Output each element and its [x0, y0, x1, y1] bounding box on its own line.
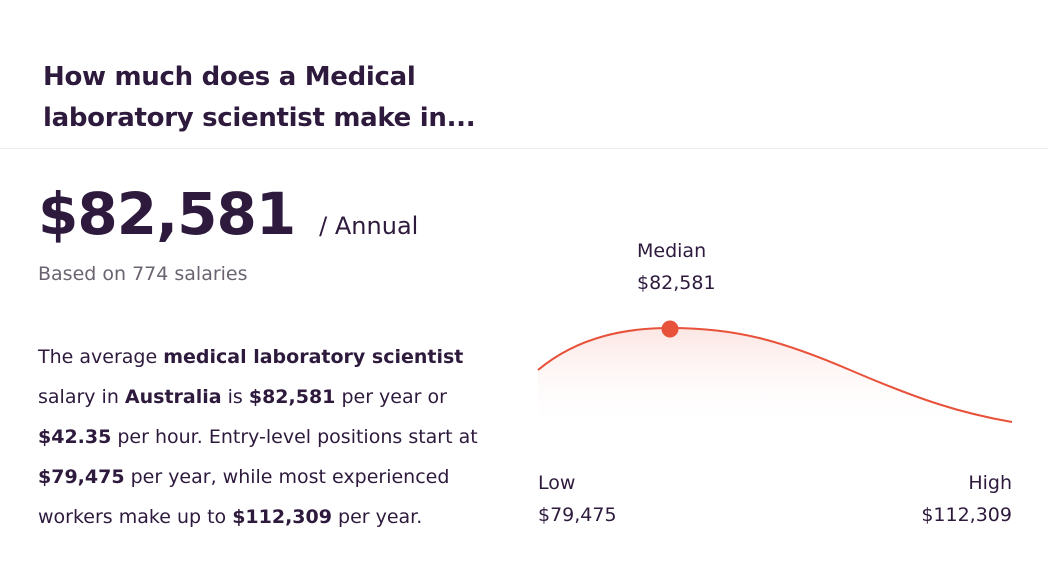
salary-distribution-chart: Median $82,581 Low $79,475 High $112,309 — [520, 230, 1030, 540]
desc-text: per year. — [331, 506, 423, 528]
desc-text: per year or — [335, 386, 447, 408]
high-value: $112,309 — [921, 504, 1012, 526]
salary-period: / Annual — [319, 212, 419, 240]
distribution-area — [538, 328, 1012, 430]
high-label: High — [968, 472, 1012, 494]
desc-text: per hour. Entry-level positions start at — [111, 426, 478, 448]
card-header: How much does a Medical laboratory scien… — [0, 0, 1048, 149]
desc-job: medical laboratory scientist — [163, 346, 464, 368]
desc-entry: $79,475 — [38, 466, 125, 488]
desc-text: salary in — [38, 386, 125, 408]
desc-text: is — [221, 386, 249, 408]
desc-top: $112,309 — [232, 506, 332, 528]
distribution-curve-svg — [537, 320, 1013, 430]
distribution-line — [537, 326, 1013, 423]
low-label: Low — [538, 472, 576, 494]
low-value: $79,475 — [538, 504, 617, 526]
salary-description: The average medical laboratory scientist… — [38, 337, 518, 537]
title-line-1: How much does a Medical — [43, 62, 416, 92]
desc-yearly: $82,581 — [248, 386, 336, 408]
salary-amount: $82,581 — [38, 180, 296, 248]
median-value: $82,581 — [637, 272, 716, 294]
salary-amount-row: $82,581 / Annual — [38, 180, 418, 248]
desc-location: Australia — [124, 386, 222, 408]
desc-text: per year, while most experienced workers… — [38, 466, 450, 528]
median-label: Median — [637, 240, 707, 262]
desc-text: The average — [38, 346, 164, 368]
median-marker — [661, 320, 679, 338]
page-title: How much does a Medical laboratory scien… — [43, 57, 523, 139]
salary-count: Based on 774 salaries — [38, 263, 248, 285]
desc-hourly: $42.35 — [38, 426, 112, 448]
title-line-2: laboratory scientist make in... — [43, 103, 476, 133]
